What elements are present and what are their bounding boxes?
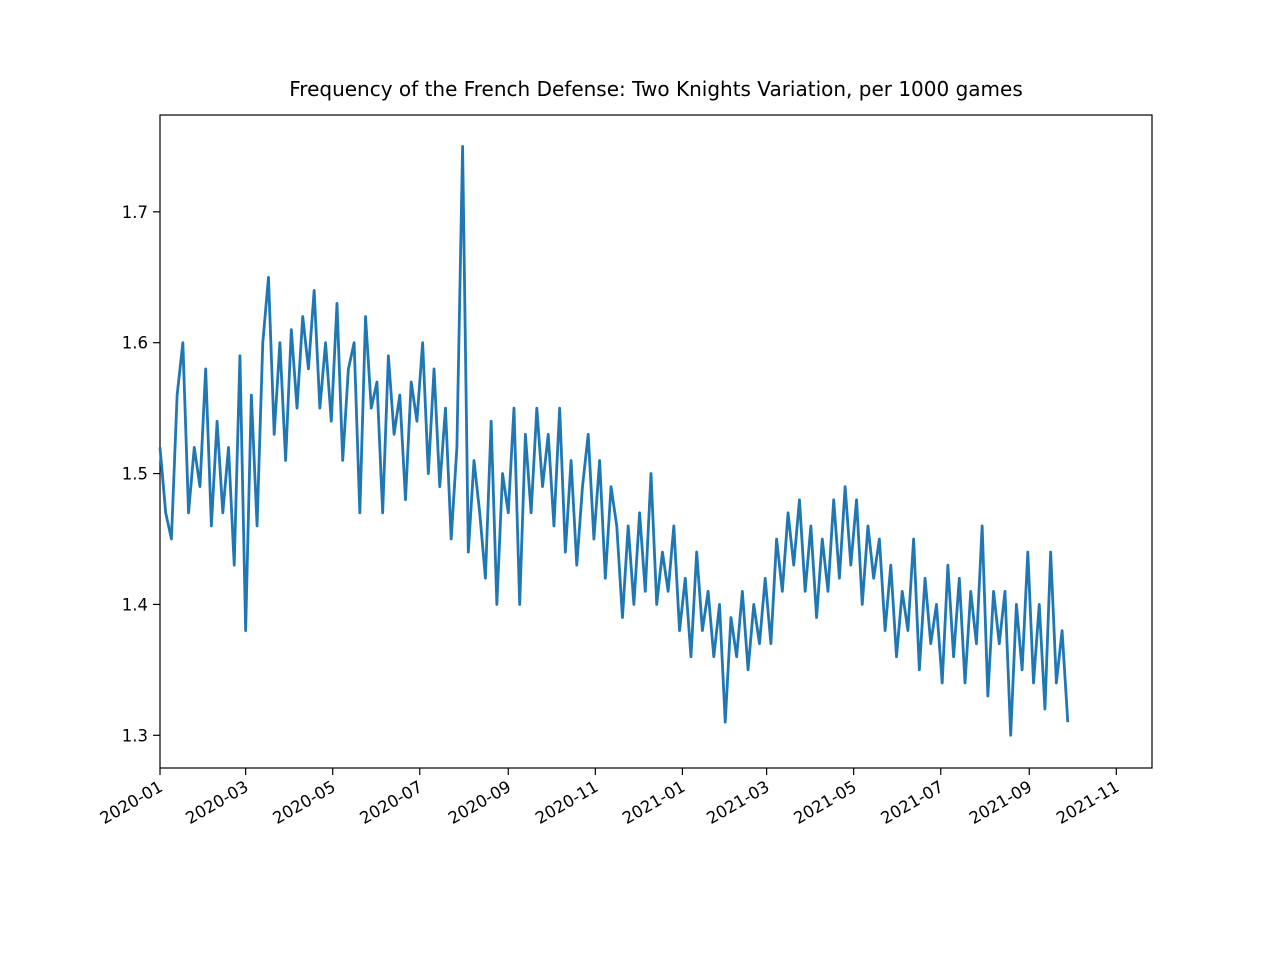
chart-title: Frequency of the French Defense: Two Kni… [289,77,1023,101]
axes-frame [159,114,1153,769]
y-tick-label: 1.4 [122,595,148,614]
y-tick-label: 1.3 [122,726,148,745]
y-tick-label: 1.7 [122,203,148,222]
data-line [158,145,1070,737]
y-tick-label: 1.6 [122,334,148,353]
y-tick-label: 1.5 [122,465,148,484]
